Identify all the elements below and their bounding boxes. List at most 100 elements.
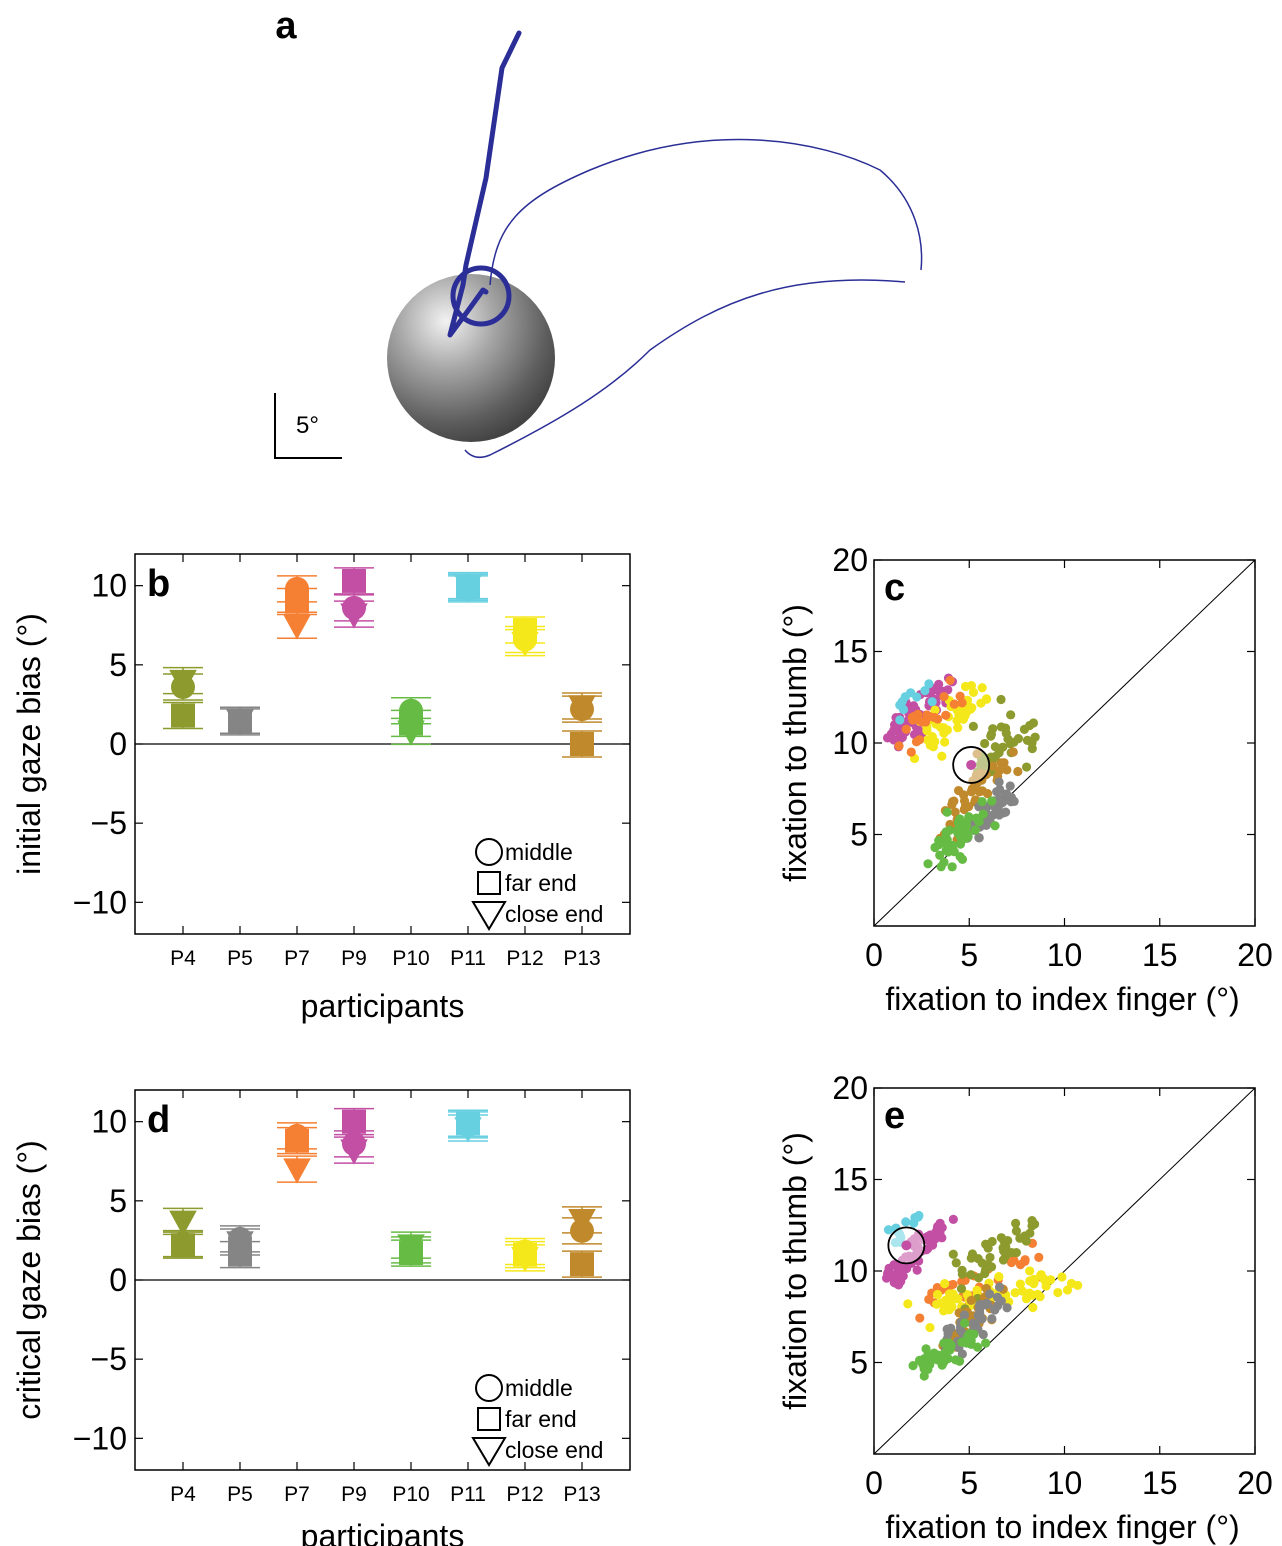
scatter-point-P5 — [985, 1289, 995, 1299]
scatter-point-P10 — [921, 1344, 931, 1354]
data-point-far-end — [285, 589, 309, 614]
scatter-point-P4 — [1019, 724, 1030, 734]
scatter-point-P10 — [941, 827, 951, 837]
scatter-point-P11 — [913, 1212, 923, 1222]
scatter-point-P5 — [1000, 807, 1011, 817]
scatter-point-P12 — [940, 1279, 950, 1289]
data-point-far-end — [171, 703, 195, 728]
data-point-far-end — [570, 1252, 594, 1277]
x-tick-label: P12 — [506, 1483, 543, 1506]
x-tick-label: P7 — [284, 947, 310, 970]
scatter-point-P7 — [1006, 1257, 1017, 1268]
data-point-close-end — [511, 631, 539, 658]
data-point-far-end — [570, 732, 594, 756]
scatter-point-P7 — [1020, 1256, 1030, 1267]
x-tick-label: 0 — [865, 1465, 883, 1501]
scatter-point-P4 — [956, 1284, 967, 1294]
panel-letter: b — [147, 563, 170, 605]
y-tick-label: 0 — [109, 1262, 127, 1298]
x-tick-label: 20 — [1237, 937, 1273, 973]
scatter-point-P10 — [978, 809, 988, 819]
legend-marker — [475, 838, 503, 866]
scatter-point-P10 — [939, 1348, 949, 1359]
x-tick-label: 0 — [865, 937, 883, 973]
panel-letter: c — [884, 567, 905, 609]
x-tick-label: P5 — [227, 947, 253, 970]
scatter-point-P12 — [903, 1299, 913, 1309]
scatter-point-P7 — [909, 711, 919, 722]
scatter-point-P10 — [970, 825, 980, 835]
scatter-point-P10 — [953, 817, 963, 828]
scatter-point-P10 — [961, 821, 972, 832]
scatter-point-P12 — [938, 1306, 949, 1316]
scatter-point-P10 — [981, 1338, 991, 1348]
y-tick-label: −10 — [73, 884, 127, 920]
x-tick-label: P9 — [341, 1483, 367, 1506]
x-tick-label: P13 — [563, 1483, 600, 1506]
scatter-point-P12 — [1053, 1287, 1063, 1298]
scatter-point-P5 — [994, 1282, 1005, 1292]
scatter-point-P10 — [941, 845, 951, 855]
scatter-point-P13 — [988, 761, 998, 771]
scatter-point-P10 — [940, 838, 951, 848]
scatter-point-P5 — [959, 1310, 970, 1320]
scatter-point-P4 — [1027, 1216, 1037, 1226]
scatter-point-P13 — [949, 796, 959, 806]
scatter-point-P12 — [1015, 1279, 1025, 1289]
panel-a: a 5° — [274, 5, 923, 459]
y-tick-label: 10 — [91, 1104, 127, 1140]
scatter-point-P4 — [996, 694, 1006, 705]
scatter-point-P7 — [932, 1282, 942, 1293]
panel-letter: e — [884, 1095, 905, 1137]
scatter-point-P4 — [1027, 743, 1037, 754]
scatter-point-P13 — [972, 749, 982, 759]
scatter-point-P9 — [943, 685, 953, 695]
scatter-point-P10 — [957, 1337, 967, 1347]
scatter-point-P4 — [1013, 734, 1023, 744]
scatter-point-P7 — [894, 741, 904, 751]
scatter-point-P4 — [957, 1269, 967, 1279]
scatter-point-P4 — [998, 742, 1008, 752]
scatter-point-P11 — [920, 686, 930, 696]
scatter-point-P13 — [996, 758, 1006, 768]
scatter-point-P4 — [1005, 739, 1015, 749]
scatter-point-P5 — [974, 832, 984, 843]
scatter-point-P12 — [960, 681, 971, 692]
scatter-point-P4 — [974, 1273, 984, 1283]
scatter-point-P9 — [889, 1260, 899, 1270]
scatter-point-P12 — [922, 726, 932, 736]
scatter-point-P9 — [934, 679, 944, 689]
x-tick-label: 10 — [1047, 1465, 1083, 1501]
x-tick-label: P11 — [450, 1483, 486, 1506]
scatter-point-P13 — [966, 1295, 976, 1306]
scatter-point-P12 — [932, 1289, 943, 1300]
scatter-point-P4 — [988, 724, 998, 734]
scatter-point-P5 — [973, 1310, 983, 1321]
scatter-point-P5 — [968, 1318, 978, 1329]
scatter-point-P12 — [1036, 1270, 1046, 1281]
legend-marker — [471, 901, 507, 931]
scatter-point-P4 — [973, 1254, 983, 1264]
panel-letter: d — [147, 1099, 170, 1141]
scatter-point-P9 — [895, 734, 906, 744]
data-point-close-end — [226, 1231, 254, 1257]
scale-bar — [274, 393, 342, 459]
scatter-point-P10 — [990, 821, 1000, 831]
scatter-point-P12 — [939, 723, 949, 733]
scatter-point-P12 — [968, 687, 979, 697]
data-point-close-end — [169, 1210, 197, 1236]
gaze-path-trace — [447, 30, 522, 338]
scatter-point-P12 — [1073, 1280, 1083, 1291]
scatter-point-P11 — [898, 704, 909, 715]
data-point-close-end — [454, 1117, 482, 1143]
data-point-close-end — [283, 1158, 311, 1184]
scatter-point-P10 — [969, 1329, 979, 1339]
scatter-point-P12 — [925, 740, 935, 750]
x-tick-label: 20 — [1237, 1465, 1273, 1501]
scatter-point-P11 — [895, 715, 905, 725]
scatter-point-P13 — [982, 788, 993, 799]
scatter-point-P11 — [912, 692, 922, 702]
scatter-point-P12 — [1025, 1276, 1035, 1286]
y-tick-label: 15 — [832, 1162, 868, 1198]
x-tick-label: P11 — [450, 947, 486, 970]
